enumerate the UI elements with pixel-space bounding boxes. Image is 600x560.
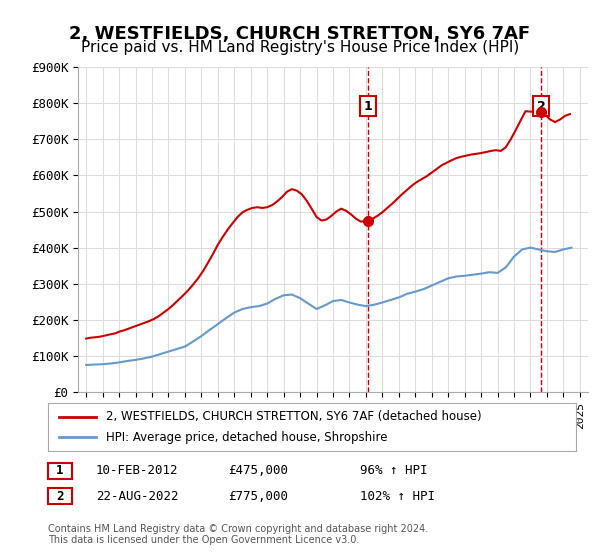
Text: 2, WESTFIELDS, CHURCH STRETTON, SY6 7AF: 2, WESTFIELDS, CHURCH STRETTON, SY6 7AF [70, 25, 530, 43]
Text: 2: 2 [56, 489, 64, 503]
Text: 102% ↑ HPI: 102% ↑ HPI [360, 489, 435, 503]
Text: Contains HM Land Registry data © Crown copyright and database right 2024.
This d: Contains HM Land Registry data © Crown c… [48, 524, 428, 545]
Text: 2: 2 [536, 100, 545, 113]
Text: 10-FEB-2012: 10-FEB-2012 [96, 464, 179, 478]
Text: 22-AUG-2022: 22-AUG-2022 [96, 489, 179, 503]
Text: Price paid vs. HM Land Registry's House Price Index (HPI): Price paid vs. HM Land Registry's House … [81, 40, 519, 55]
Text: 2, WESTFIELDS, CHURCH STRETTON, SY6 7AF (detached house): 2, WESTFIELDS, CHURCH STRETTON, SY6 7AF … [106, 410, 482, 423]
Text: £475,000: £475,000 [228, 464, 288, 478]
Text: 1: 1 [364, 100, 372, 113]
Text: £775,000: £775,000 [228, 489, 288, 503]
Text: 96% ↑ HPI: 96% ↑ HPI [360, 464, 427, 478]
Text: HPI: Average price, detached house, Shropshire: HPI: Average price, detached house, Shro… [106, 431, 388, 444]
Text: 1: 1 [56, 464, 64, 478]
